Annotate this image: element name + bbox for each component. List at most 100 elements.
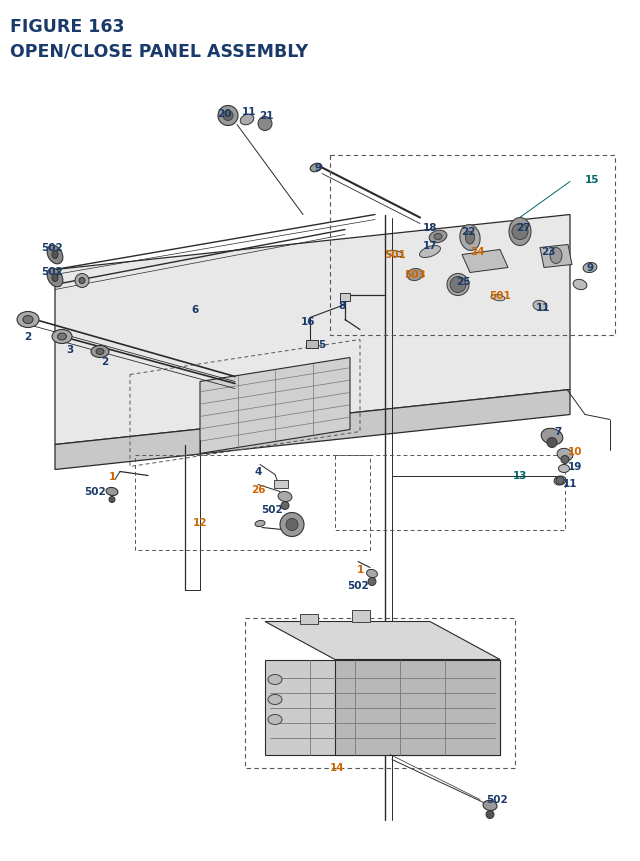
Polygon shape xyxy=(200,358,350,454)
Bar xyxy=(352,610,370,622)
Bar xyxy=(274,480,288,488)
Ellipse shape xyxy=(554,476,566,486)
Ellipse shape xyxy=(268,715,282,725)
Ellipse shape xyxy=(17,313,39,328)
Ellipse shape xyxy=(447,274,469,296)
Text: 24: 24 xyxy=(470,247,484,257)
Text: 20: 20 xyxy=(217,109,231,120)
Circle shape xyxy=(547,438,557,448)
Ellipse shape xyxy=(483,801,497,810)
Text: 27: 27 xyxy=(516,223,531,233)
Ellipse shape xyxy=(387,251,403,257)
Ellipse shape xyxy=(367,570,378,578)
Text: 502: 502 xyxy=(41,267,63,277)
Text: 18: 18 xyxy=(423,223,437,233)
Text: 502: 502 xyxy=(41,243,63,253)
Ellipse shape xyxy=(23,316,33,324)
Ellipse shape xyxy=(268,695,282,704)
Ellipse shape xyxy=(583,263,597,273)
Polygon shape xyxy=(55,390,570,470)
Text: 7: 7 xyxy=(554,427,562,437)
Ellipse shape xyxy=(91,346,109,358)
Ellipse shape xyxy=(278,492,292,502)
Ellipse shape xyxy=(268,675,282,684)
Bar xyxy=(245,618,515,768)
Text: 502: 502 xyxy=(486,795,508,804)
Ellipse shape xyxy=(557,449,573,461)
Ellipse shape xyxy=(255,521,265,527)
Text: 22: 22 xyxy=(461,227,476,238)
Circle shape xyxy=(109,497,115,503)
Text: 1: 1 xyxy=(356,565,364,575)
Polygon shape xyxy=(55,215,570,445)
Text: 26: 26 xyxy=(251,485,265,495)
Circle shape xyxy=(486,810,494,819)
Ellipse shape xyxy=(460,226,480,251)
Text: 17: 17 xyxy=(422,241,437,251)
Bar xyxy=(135,455,370,550)
Ellipse shape xyxy=(106,488,118,496)
Circle shape xyxy=(280,513,304,537)
Circle shape xyxy=(561,456,569,464)
Text: 2: 2 xyxy=(24,332,31,342)
Text: 502: 502 xyxy=(84,487,106,497)
Text: 23: 23 xyxy=(541,247,556,257)
Text: 6: 6 xyxy=(191,305,198,315)
Circle shape xyxy=(258,117,272,132)
Ellipse shape xyxy=(47,246,63,264)
Text: 11: 11 xyxy=(536,303,550,313)
Ellipse shape xyxy=(52,330,72,344)
Ellipse shape xyxy=(420,246,440,258)
Text: 11: 11 xyxy=(563,479,577,489)
Text: 5: 5 xyxy=(318,340,326,350)
Text: 501: 501 xyxy=(489,291,511,301)
Text: 15: 15 xyxy=(585,176,599,185)
Ellipse shape xyxy=(47,269,63,288)
Text: 9: 9 xyxy=(586,263,593,273)
Text: 4: 4 xyxy=(254,467,262,477)
Circle shape xyxy=(368,578,376,585)
Text: 1: 1 xyxy=(108,472,116,482)
Bar xyxy=(340,293,350,301)
Ellipse shape xyxy=(559,465,570,473)
Polygon shape xyxy=(265,660,500,754)
Ellipse shape xyxy=(573,280,587,290)
Polygon shape xyxy=(335,660,500,754)
Text: 501: 501 xyxy=(384,251,406,260)
Ellipse shape xyxy=(434,234,442,240)
Text: 19: 19 xyxy=(568,462,582,472)
Circle shape xyxy=(79,278,85,284)
Text: OPEN/CLOSE PANEL ASSEMBLY: OPEN/CLOSE PANEL ASSEMBLY xyxy=(10,42,308,60)
Text: 502: 502 xyxy=(347,581,369,591)
Text: 8: 8 xyxy=(339,301,346,311)
Text: 10: 10 xyxy=(568,447,582,457)
Circle shape xyxy=(75,274,89,288)
Bar xyxy=(335,455,565,530)
Ellipse shape xyxy=(407,269,423,282)
Ellipse shape xyxy=(550,248,562,264)
Ellipse shape xyxy=(52,274,58,282)
Ellipse shape xyxy=(310,164,322,172)
Bar xyxy=(330,155,615,335)
Ellipse shape xyxy=(96,349,104,355)
Text: 11: 11 xyxy=(242,108,256,117)
Text: 14: 14 xyxy=(330,763,344,772)
Circle shape xyxy=(512,224,528,240)
Ellipse shape xyxy=(240,115,254,126)
Ellipse shape xyxy=(52,251,58,259)
Circle shape xyxy=(218,107,238,127)
Text: 2: 2 xyxy=(101,357,109,367)
Ellipse shape xyxy=(533,301,547,311)
Text: 16: 16 xyxy=(301,317,316,327)
Ellipse shape xyxy=(429,231,447,244)
Ellipse shape xyxy=(509,218,531,246)
Circle shape xyxy=(281,502,289,510)
Text: 3: 3 xyxy=(67,345,74,355)
Polygon shape xyxy=(265,622,500,660)
Circle shape xyxy=(286,519,298,531)
Text: 21: 21 xyxy=(259,111,273,121)
Text: 12: 12 xyxy=(193,518,207,528)
Ellipse shape xyxy=(541,429,563,445)
Ellipse shape xyxy=(58,333,67,341)
Text: 13: 13 xyxy=(513,471,527,481)
